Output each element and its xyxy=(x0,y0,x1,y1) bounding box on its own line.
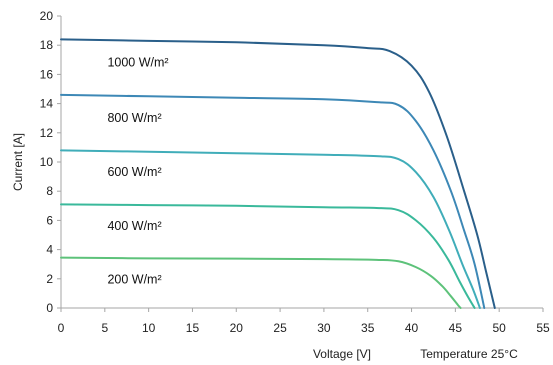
series-line-2 xyxy=(60,93,486,309)
x-tick-label: 35 xyxy=(361,321,375,335)
series-line-4 xyxy=(60,203,476,309)
y-tick-label: 12 xyxy=(40,126,54,140)
y-tick-label: 10 xyxy=(40,155,54,169)
x-tick-label: 25 xyxy=(273,321,287,335)
y-tick-label: 0 xyxy=(46,301,53,315)
x-tick-label: 5 xyxy=(101,321,108,335)
x-tick-label: 20 xyxy=(230,321,244,335)
y-tick-label: 2 xyxy=(46,272,53,286)
x-tick-label: 45 xyxy=(449,321,463,335)
x-tick-label: 30 xyxy=(317,321,331,335)
x-axis-title: Voltage [V] xyxy=(313,347,371,361)
series-label-2: 800 W/m² xyxy=(107,111,161,125)
series-line-5 xyxy=(60,256,462,309)
x-tick-label: 40 xyxy=(405,321,419,335)
y-tick-label: 4 xyxy=(46,243,53,257)
y-axis-title: Current [A] xyxy=(11,133,25,191)
series-label-4: 400 W/m² xyxy=(107,219,161,233)
x-tick-label: 50 xyxy=(493,321,507,335)
series-label-1: 1000 W/m² xyxy=(107,56,168,70)
x-tick-label: 10 xyxy=(142,321,156,335)
series-line-1 xyxy=(60,38,496,309)
y-tick-label: 8 xyxy=(46,184,53,198)
series-line-3 xyxy=(60,149,481,309)
y-tick-label: 20 xyxy=(40,9,54,23)
y-tick-label: 14 xyxy=(40,97,54,111)
y-tick-label: 18 xyxy=(40,38,54,52)
x-tick-label: 55 xyxy=(536,321,550,335)
temperature-annotation: Temperature 25°C xyxy=(420,347,518,361)
y-tick-label: 16 xyxy=(40,67,54,81)
x-tick-label: 0 xyxy=(58,321,65,335)
y-tick-label: 6 xyxy=(46,213,53,227)
series-label-3: 600 W/m² xyxy=(107,165,161,179)
plot-area: 0 2 4 6 8 10 12 14 16 18 20 0 5 10 15 20 25 30 35 40 45 50 55 1… xyxy=(40,9,550,335)
series-label-5: 200 W/m² xyxy=(107,273,161,287)
x-tick-label: 15 xyxy=(186,321,200,335)
